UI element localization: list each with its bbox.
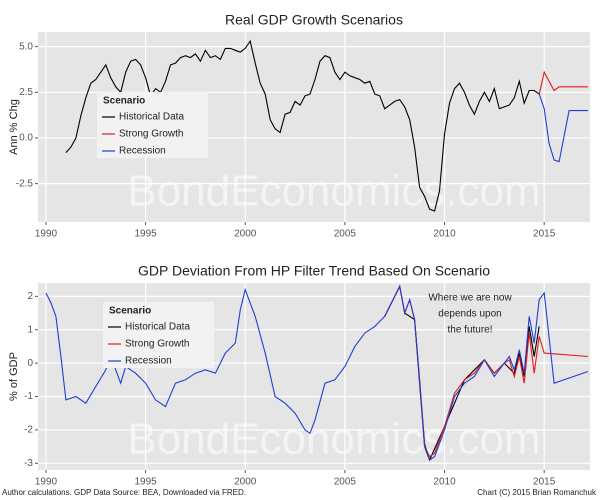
y-tick-label: 2.5 [19,87,33,98]
x-tick-label: 2000 [234,477,257,488]
y-tick-label: 0.0 [19,133,33,144]
series-line [538,70,588,95]
legend-label: Historical Data [119,112,184,123]
watermark: BondEconomics.com [127,167,540,216]
legend-label: Historical Data [125,322,190,333]
y-tick-label: 5.0 [19,41,33,52]
legend-label: Recession [119,146,166,157]
x-tick-label: 1990 [35,477,58,488]
x-tick-label: 2010 [433,477,456,488]
chart-title: Real GDP Growth Scenarios [225,12,403,28]
x-tick-label: 2010 [433,229,456,240]
footer-credit: Chart (C) 2015 Brian Romanchuk [477,488,597,497]
legend-label: Recession [125,356,172,367]
chart-title: GDP Deviation From HP Filter Trend Based… [138,263,490,279]
y-tick-label: 1 [27,324,33,335]
legend-title: Scenario [109,306,151,317]
x-tick-label: 2015 [533,229,556,240]
legend-title: Scenario [103,96,145,107]
watermark: BondEconomics.com [127,415,540,464]
x-tick-label: 1990 [35,229,58,240]
y-tick-label: -1 [24,391,33,402]
series-line [538,93,588,163]
annotation: Where we are now [428,293,512,304]
footer-source: Author calculations. GDP Data Source: BE… [2,488,246,497]
y-axis-label: % of GDP [8,352,20,401]
x-tick-label: 2005 [334,477,357,488]
y-tick-label: -3 [24,458,33,469]
y-tick-label: -2 [24,425,33,436]
legend-label: Strong Growth [119,129,183,140]
legend-box [103,302,214,368]
y-axis-label: Ann % Chg [8,99,20,155]
y-tick-label: 2 [27,291,33,302]
annotation: depends upon [438,309,501,320]
annotation: the future! [447,325,492,336]
legend-label: Strong Growth [125,339,189,350]
y-tick-label: 0 [27,358,33,369]
legend-box [97,92,208,158]
x-tick-label: 1995 [134,229,157,240]
x-tick-label: 2015 [533,477,556,488]
x-tick-label: 2005 [334,229,357,240]
x-tick-label: 2000 [234,229,257,240]
series-line [65,39,540,212]
series-line [45,284,589,461]
y-tick-label: -2.5 [16,178,34,189]
x-tick-label: 1995 [134,477,157,488]
